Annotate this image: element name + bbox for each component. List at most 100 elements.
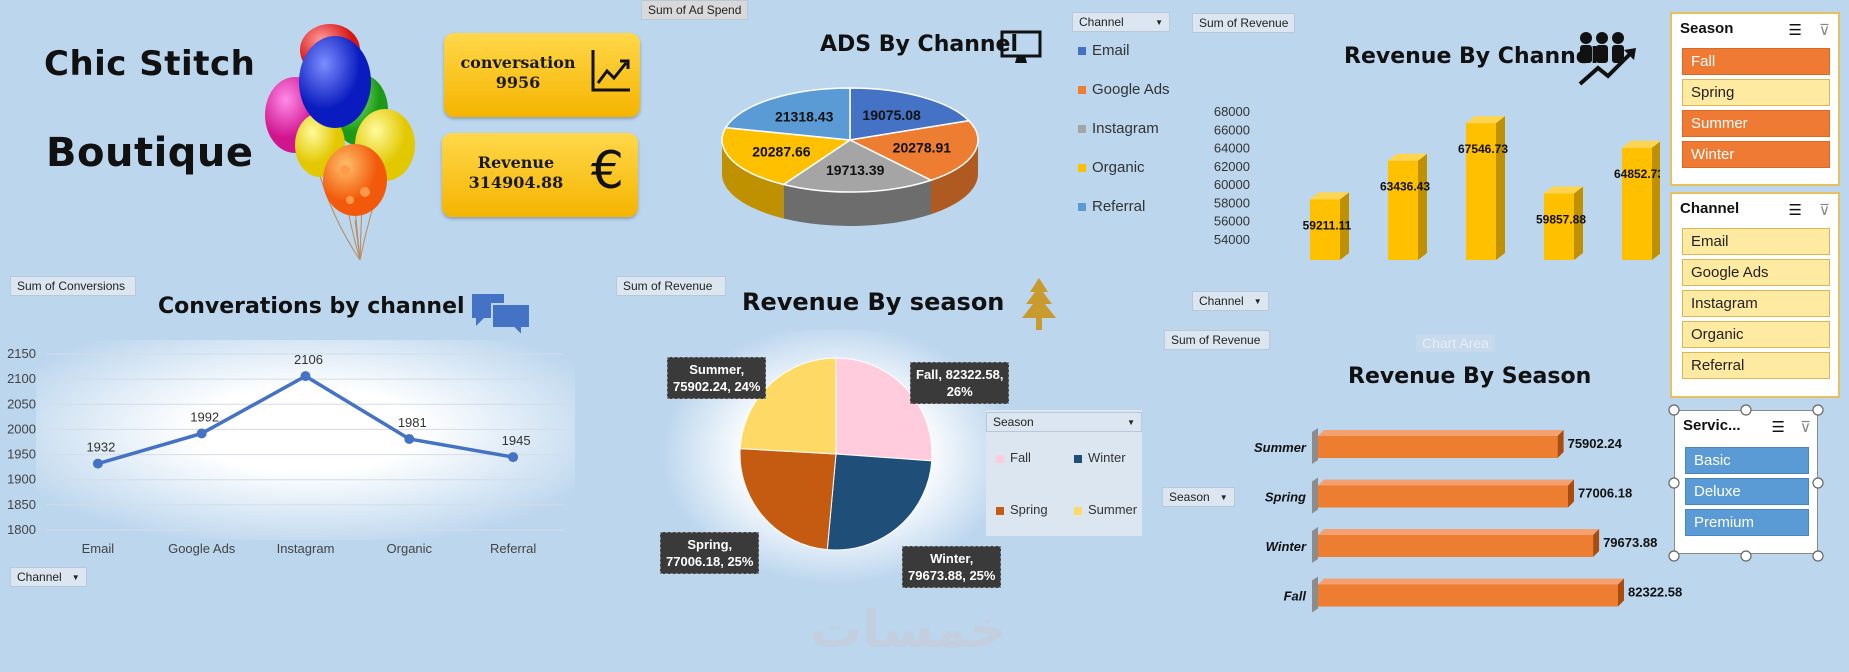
data-label: 2106 — [294, 352, 323, 367]
revenue-by-season-pie-title: Revenue By season — [742, 288, 1005, 316]
slicer-item-premium[interactable]: Premium — [1685, 509, 1809, 536]
field-button-sum-revenue-top[interactable]: Sum of Revenue — [1192, 13, 1296, 33]
slicer-item-instagram[interactable]: Instagram — [1682, 290, 1830, 317]
bar-google-ads — [1388, 160, 1418, 260]
legend-swatch — [996, 454, 1004, 463]
legend-swatch — [1074, 506, 1082, 515]
clear-filter-icon[interactable]: ⊽ — [1819, 21, 1830, 39]
axis-wall — [1312, 576, 1318, 613]
slicer-item-winter[interactable]: Winter — [1682, 141, 1830, 168]
data-label: 1992 — [190, 409, 219, 424]
slicer-header-icons: ☰ ⊽ — [1771, 417, 1811, 436]
revenue-kpi-card: Revenue 314904.88 € — [442, 133, 638, 217]
bar-summer — [1318, 436, 1558, 458]
y-tick-label: Summer — [1254, 440, 1307, 455]
pie-slice-organic — [721, 126, 853, 186]
bar-side — [1340, 192, 1349, 260]
slicer-item-basic[interactable]: Basic — [1685, 447, 1809, 474]
clear-filter-icon[interactable]: ⊽ — [1819, 201, 1830, 219]
slicer-item-summer[interactable]: Summer — [1682, 110, 1830, 137]
revenue-by-season-bar-title: Revenue By Season — [1348, 364, 1592, 389]
field-button-season-legend[interactable]: Season ▼ — [986, 412, 1142, 432]
chat-bubbles-icon — [472, 294, 531, 338]
slicer-header-icons: ☰ ⊽ — [1788, 20, 1830, 39]
data-label: 1945 — [502, 433, 531, 448]
pie-slice-side — [722, 140, 784, 219]
revenue-by-channel-title: Revenue By Channel — [1344, 44, 1599, 69]
bar-side — [1593, 529, 1600, 557]
clear-filter-icon[interactable]: ⊽ — [1800, 418, 1811, 436]
y-tick-label: 2000 — [7, 421, 36, 436]
axis-wall — [1312, 527, 1318, 563]
slicer-item-fall[interactable]: Fall — [1682, 48, 1830, 75]
legend-label: Instagram — [1092, 120, 1159, 137]
balloons-image — [265, 24, 415, 261]
field-button-label: Channel — [17, 570, 62, 584]
field-button-ad-spend[interactable]: Sum of Ad Spend — [641, 0, 749, 20]
dropdown-arrow-icon: ▼ — [1127, 418, 1135, 427]
field-button-sum-revenue-mid[interactable]: Sum of Revenue — [1164, 330, 1270, 350]
bar-side — [1574, 186, 1583, 260]
x-tick-label: Email — [82, 541, 115, 556]
field-button-sum-conversions[interactable]: Sum of Conversions — [10, 276, 136, 296]
slicer-item-deluxe[interactable]: Deluxe — [1685, 478, 1809, 505]
legend-item-organic: Organic — [1078, 159, 1145, 176]
legend-item-referral: Referral — [1078, 198, 1145, 215]
slicer-item-google-ads[interactable]: Google Ads — [1682, 259, 1830, 286]
season-legend-box: Season ▼ Fall Winter Spring Summer — [986, 410, 1142, 536]
service-slicer[interactable]: Servic... ☰ ⊽ Basic Deluxe Premium — [1674, 410, 1818, 554]
bar-side — [1418, 153, 1427, 260]
pie-value-label: 19713.39 — [826, 162, 885, 178]
revenue-by-season-bar-chart[interactable]: Summer 75902.24 Spring 77006.18 Winter 79673.… — [1230, 420, 1710, 620]
field-button-channel-top[interactable]: Channel ▼ — [1072, 12, 1170, 32]
data-label-spring: Spring, 77006.18, 25% — [660, 532, 760, 574]
slicer-item-organic[interactable]: Organic — [1682, 321, 1830, 348]
dropdown-arrow-icon: ▼ — [71, 573, 80, 583]
legend-swatch — [1078, 203, 1086, 212]
slicer-item-email[interactable]: Email — [1682, 228, 1830, 255]
y-tick-label: 2100 — [7, 371, 36, 386]
slicer-item-spring[interactable]: Spring — [1682, 79, 1830, 106]
selection-handles[interactable] — [1666, 402, 1826, 562]
revenue-kpi-label: Revenue — [477, 153, 555, 172]
multi-select-icon[interactable]: ☰ — [1788, 201, 1802, 219]
bar-value-label: 82322.58 — [1628, 585, 1682, 600]
brand-line-2: Boutique — [46, 130, 254, 176]
people-growth-icon — [1578, 32, 1636, 86]
field-button-sum-revenue-season[interactable]: Sum of Revenue — [616, 276, 726, 296]
conversations-line-chart[interactable]: 1800 1850 1900 1950 2000 2050 2100 2150 1932 Emai… — [0, 340, 580, 560]
field-button-channel-bottom[interactable]: Channel ▼ — [10, 567, 87, 587]
legend-label: Fall — [1010, 450, 1031, 465]
axis-wall — [1312, 428, 1318, 464]
multi-select-icon[interactable]: ☰ — [1788, 21, 1802, 39]
data-label-line: 26% — [946, 384, 973, 399]
pie-value-label: 19075.08 — [862, 107, 921, 123]
bar-side — [1567, 479, 1574, 508]
pie-value-label: 20278.91 — [893, 140, 952, 156]
monitor-icon — [1000, 30, 1042, 63]
chart-area-label: Chart Area — [1416, 334, 1495, 352]
data-label: 1932 — [86, 440, 115, 455]
bar-value-label: 64852.73 — [1614, 167, 1660, 181]
legend-item-summer: Summer — [1074, 502, 1137, 517]
data-label-fall: Fall, 82322.58, 26% — [910, 362, 1010, 404]
multi-select-icon[interactable]: ☰ — [1771, 418, 1785, 436]
ads-by-channel-pie-chart[interactable]: 19075.08 20278.91 19713.39 20287.66 21318.43 — [710, 75, 990, 250]
slicer-item-referral[interactable]: Referral — [1682, 352, 1830, 379]
legend-item-winter: Winter — [1074, 450, 1126, 465]
pie-slice-email — [849, 87, 971, 141]
legend-item-fall: Fall — [996, 450, 1031, 465]
field-button-season-bottom[interactable]: Season ▼ — [1162, 487, 1235, 507]
bar-side — [1557, 430, 1564, 458]
y-tick-label: 1850 — [7, 497, 36, 512]
x-tick-label: Organic — [387, 541, 433, 556]
field-button-channel-mid[interactable]: Channel ▼ — [1192, 291, 1269, 311]
bar-top — [1388, 153, 1427, 161]
revenue-by-channel-bar-chart[interactable]: 54000 56000 58000 60000 62000 64000 66000 68000… — [1210, 100, 1660, 280]
dropdown-arrow-icon: ▼ — [1253, 297, 1262, 307]
legend-swatch — [1078, 164, 1086, 173]
data-label-line: Winter, — [930, 551, 974, 566]
y-tick-label: 58000 — [1214, 195, 1250, 210]
legend-swatch — [1078, 86, 1086, 95]
axis-wall — [1312, 477, 1318, 514]
